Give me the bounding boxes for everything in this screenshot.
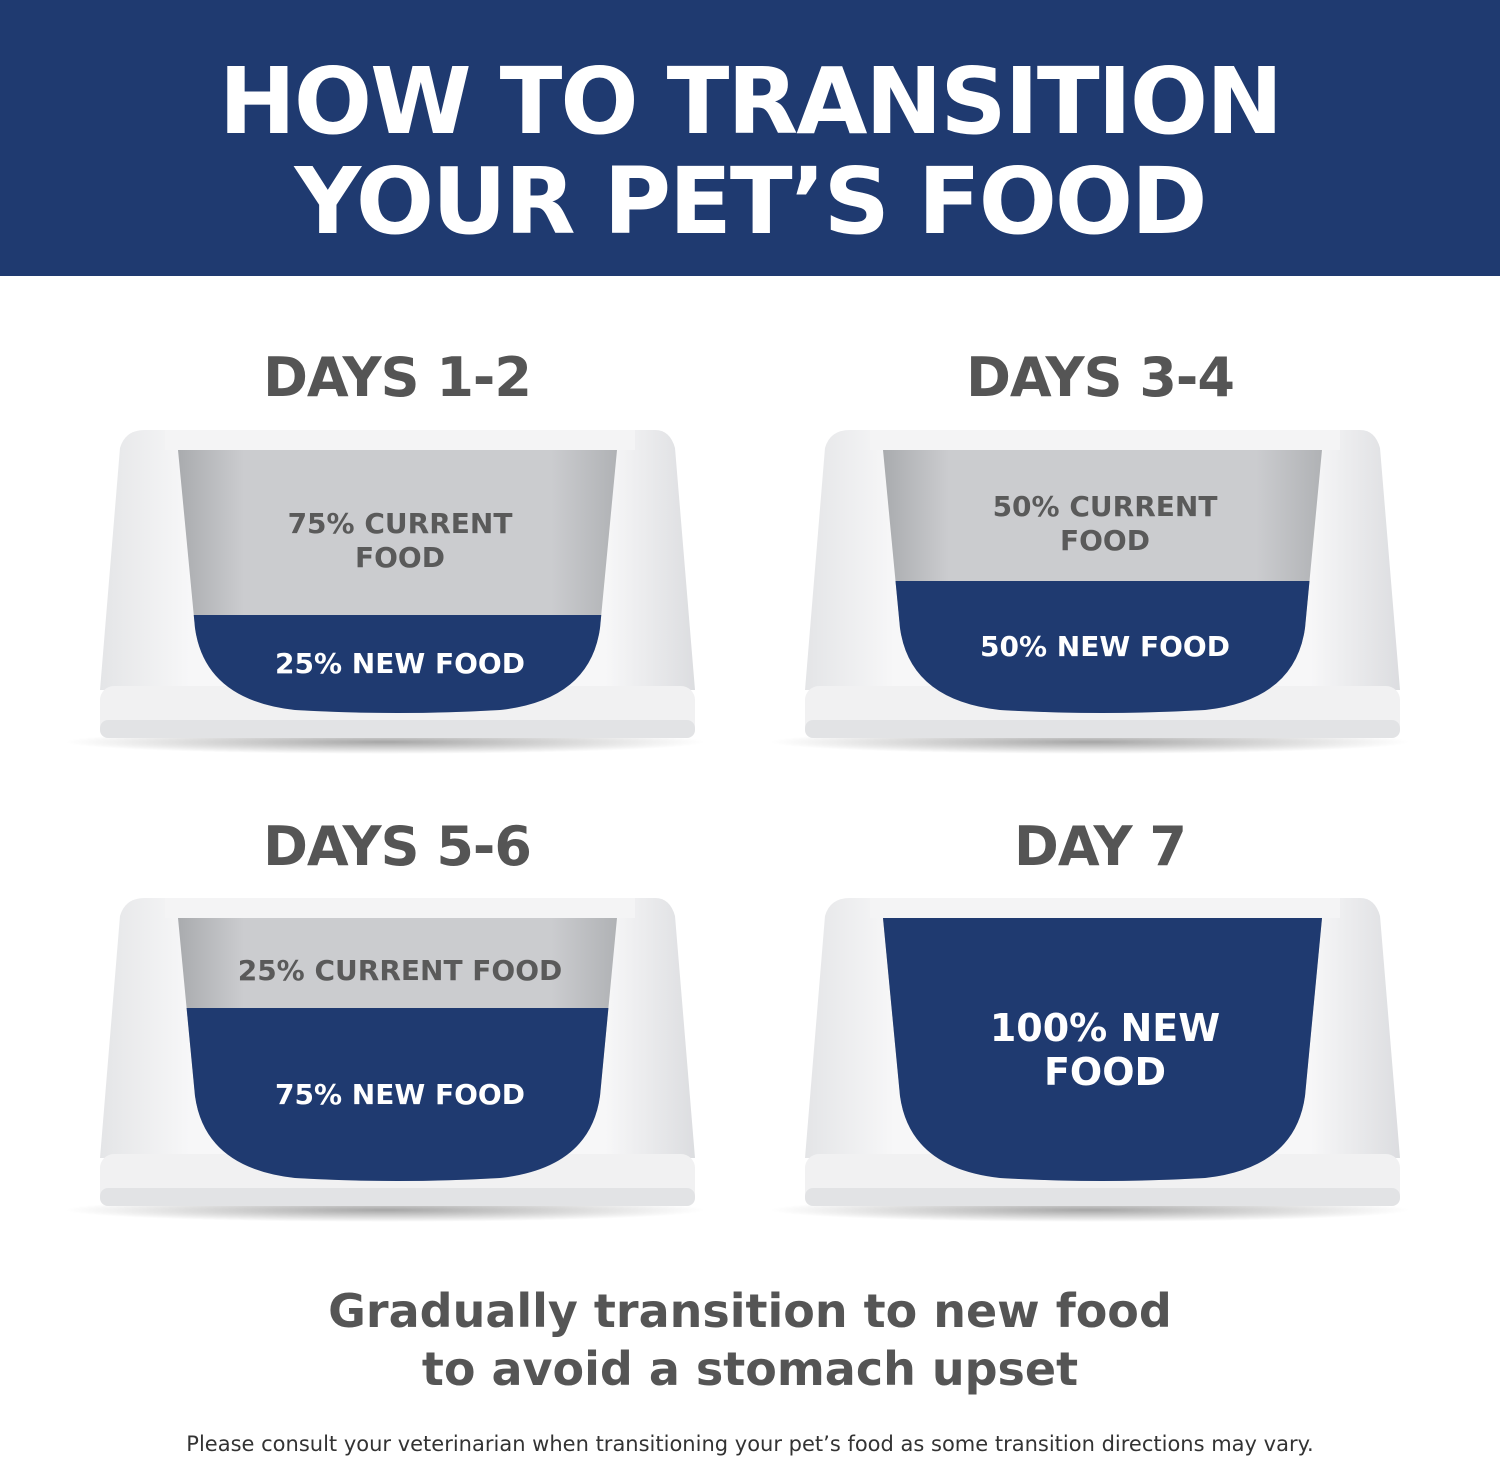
step-heading: DAYS 5-6 xyxy=(263,815,532,878)
step-heading: DAY 7 xyxy=(1014,815,1187,878)
header-banner: HOW TO TRANSITION YOUR PET’S FOOD xyxy=(0,0,1500,276)
step-heading: DAYS 3-4 xyxy=(966,346,1235,409)
new-food-fill xyxy=(883,918,1322,1181)
new-food-fill xyxy=(178,615,617,713)
page-title-line1: HOW TO TRANSITION xyxy=(218,48,1283,155)
new-food-label: 25% NEW FOOD xyxy=(275,647,525,680)
current-food-label: 50% CURRENT FOOD xyxy=(992,489,1218,557)
step-heading: DAYS 1-2 xyxy=(263,346,532,409)
new-food-fill xyxy=(178,1008,617,1181)
current-food-label: 75% CURRENT FOOD xyxy=(287,506,513,574)
new-food-label: 50% NEW FOOD xyxy=(980,630,1230,663)
food-bowl: 100% NEW FOOD xyxy=(770,896,1410,1226)
food-bowl: 75% CURRENT FOOD 25% NEW FOOD xyxy=(65,428,705,758)
tagline-line2: to avoid a stomach upset xyxy=(421,1342,1079,1396)
current-food-label: 25% CURRENT FOOD xyxy=(237,954,563,987)
food-bowl: 50% CURRENT FOOD 50% NEW FOOD xyxy=(770,428,1410,758)
food-bowl: 25% CURRENT FOOD 75% NEW FOOD xyxy=(65,896,705,1226)
disclaimer: Please consult your veterinarian when tr… xyxy=(186,1432,1314,1456)
new-food-fill xyxy=(883,581,1322,713)
new-food-label: 75% NEW FOOD xyxy=(275,1077,525,1111)
page-title-line2: YOUR PET’S FOOD xyxy=(294,148,1207,255)
tagline-line1: Gradually transition to new food xyxy=(328,1284,1172,1338)
new-food-label: 100% NEW FOOD xyxy=(989,1005,1221,1094)
